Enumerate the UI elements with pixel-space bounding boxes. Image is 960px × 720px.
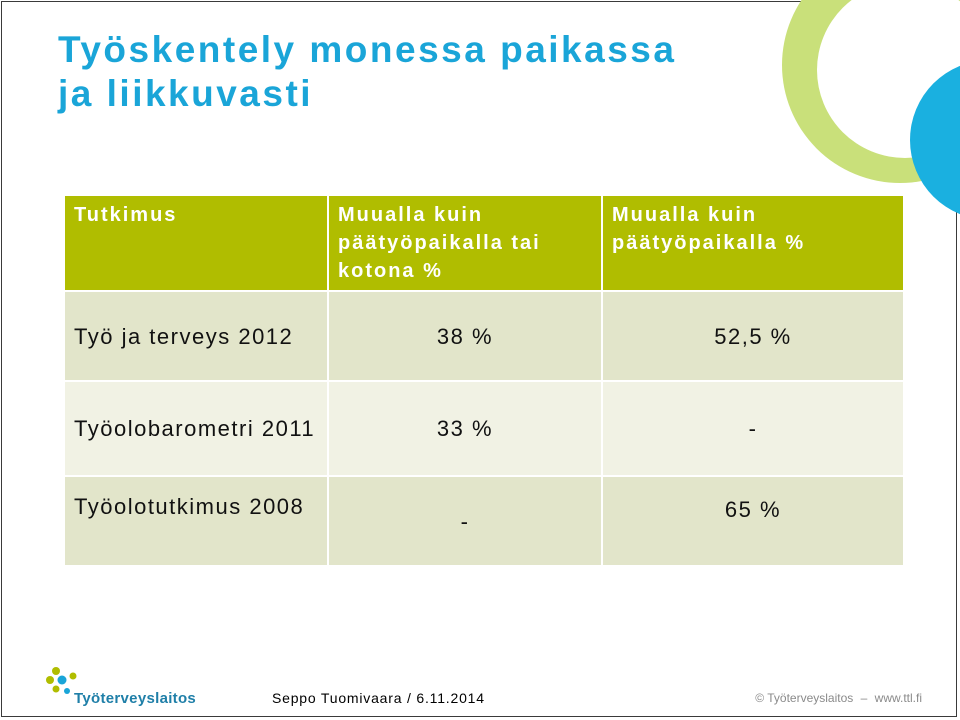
table-row: Työolotutkimus 2008 - 65 % <box>63 475 905 567</box>
slide-title-line-2: ja liikkuvasti <box>58 73 314 114</box>
cell-study: Työ ja terveys 2012 <box>63 290 329 382</box>
cell-value: - <box>327 475 603 567</box>
ttl-logo: Työterveyslaitos <box>44 664 196 714</box>
footer-copyright: © Työterveyslaitos <box>755 691 854 705</box>
cell-value: 33 % <box>327 380 603 477</box>
cell-study: Työolotutkimus 2008 <box>63 475 329 567</box>
cell-value: - <box>601 380 905 477</box>
header-study: Tutkimus <box>63 194 329 292</box>
logo-text: Työterveyslaitos <box>74 690 197 707</box>
cell-value: 38 % <box>327 290 603 382</box>
footer-website: www.ttl.fi <box>874 691 922 705</box>
header-elsewhere-than-workplace: Muualla kuin päätyöpaikalla % <box>601 194 905 292</box>
footer-presenter: Seppo Tuomivaara / 6.11.2014 <box>272 690 485 706</box>
slide-title-line-1: Työskentely monessa paikassa <box>58 29 677 70</box>
slide-title: Työskentely monessa paikassa ja liikkuva… <box>58 28 676 116</box>
cell-value: 52,5 % <box>601 290 905 382</box>
ttl-logo-mark-icon <box>46 667 77 694</box>
cell-value: 65 % <box>601 475 905 567</box>
cell-study: Työolobarometri 2011 <box>63 380 329 477</box>
table-header-row: Tutkimus Muualla kuin päätyöpaikalla tai… <box>63 194 905 292</box>
footer-separator: – <box>860 691 868 705</box>
footer-right: © Työterveyslaitos – www.ttl.fi <box>751 691 922 705</box>
survey-table: Tutkimus Muualla kuin päätyöpaikalla tai… <box>63 194 905 567</box>
header-elsewhere-than-workplace-or-home: Muualla kuin päätyöpaikalla tai kotona % <box>327 194 603 292</box>
table-row: Työolobarometri 2011 33 % - <box>63 380 905 477</box>
table-row: Työ ja terveys 2012 38 % 52,5 % <box>63 290 905 382</box>
